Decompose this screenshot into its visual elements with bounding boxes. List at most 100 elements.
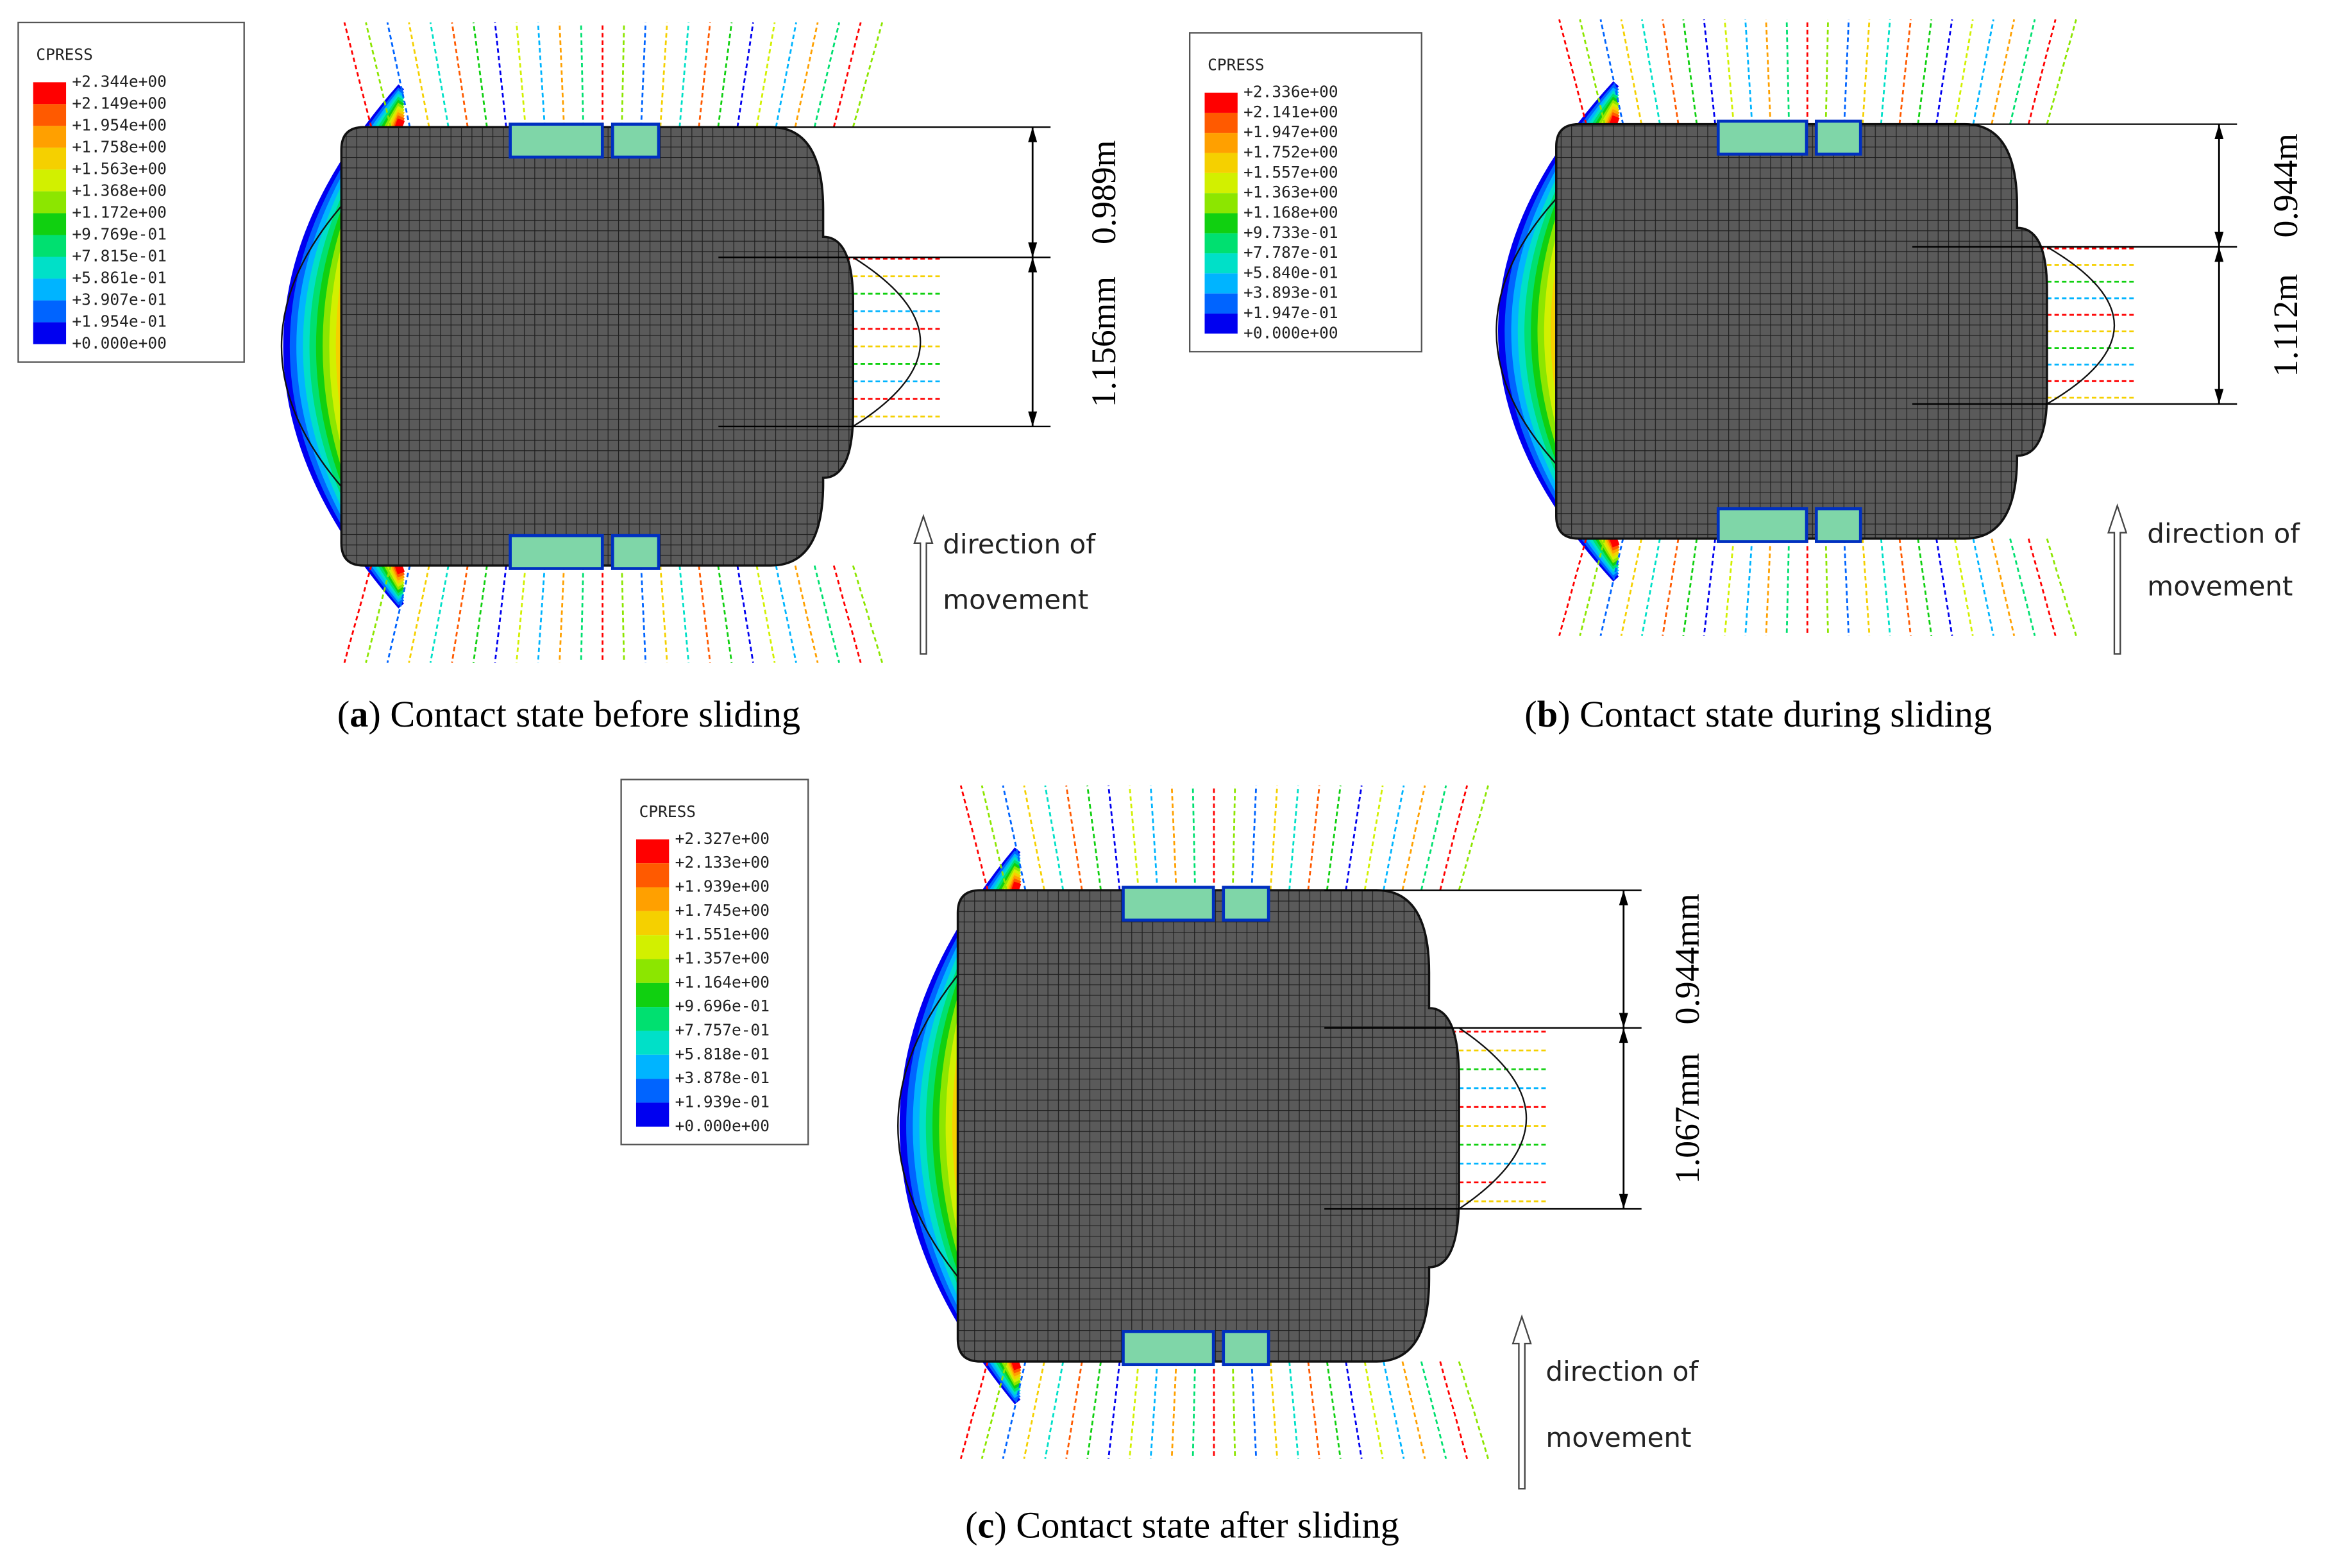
legend-swatch bbox=[636, 839, 670, 864]
pressure-vector bbox=[1307, 785, 1320, 891]
caption-text: ) Contact state after sliding bbox=[994, 1505, 1399, 1546]
pressure-vector bbox=[1108, 1361, 1121, 1459]
pressure-vector bbox=[1383, 785, 1405, 891]
pressure-vector bbox=[1044, 1361, 1065, 1459]
pressure-vector bbox=[1917, 538, 1933, 636]
pressure-vector bbox=[1108, 785, 1121, 891]
pressure-vector bbox=[852, 22, 884, 128]
pressure-vector bbox=[1326, 785, 1342, 891]
pressure-vector bbox=[365, 565, 392, 663]
pressure-vector bbox=[1953, 538, 1974, 636]
pressure-vector bbox=[794, 22, 819, 128]
outline bbox=[1495, 198, 1557, 465]
outline bbox=[852, 257, 922, 427]
direction-label: movement bbox=[1546, 1422, 1691, 1453]
caption-text: ) Contact state before sliding bbox=[368, 693, 800, 735]
pressure-vector bbox=[1917, 19, 1933, 124]
pressure-vector bbox=[1682, 19, 1698, 124]
legend-label: +1.752e+00 bbox=[1243, 143, 1338, 162]
pressure-vector bbox=[1401, 785, 1426, 891]
pressure-vector bbox=[494, 22, 507, 128]
legend-label: +3.893e-01 bbox=[1243, 283, 1338, 302]
pressure-vector bbox=[1880, 19, 1891, 124]
pressure-vector bbox=[1170, 1361, 1177, 1459]
pressure-vector bbox=[1288, 1361, 1299, 1459]
legend-swatch bbox=[1204, 253, 1238, 274]
legend-label: +1.954e-01 bbox=[72, 312, 166, 331]
pressure-vector bbox=[2046, 19, 2077, 125]
pressure-vector bbox=[698, 565, 711, 663]
legend-label: +1.557e+00 bbox=[1243, 163, 1338, 181]
pressure-vector bbox=[1420, 785, 1447, 891]
pressure-vector bbox=[959, 785, 989, 891]
legend-swatch bbox=[636, 863, 670, 888]
pressure-vector bbox=[1307, 1361, 1320, 1459]
pressure-vector bbox=[1620, 19, 1643, 124]
legend-swatch bbox=[1204, 213, 1238, 233]
legend-label: +1.947e-01 bbox=[1243, 303, 1338, 322]
legend-swatch bbox=[33, 235, 67, 257]
legend-label: +2.336e+00 bbox=[1243, 83, 1338, 101]
dimension-label: 0.989m bbox=[1084, 140, 1123, 244]
legend-label: +1.563e+00 bbox=[72, 159, 166, 178]
panel: CPRESS +2.327e+00 +2.133e+00 +1.939e+00 +1.7… bbox=[620, 779, 1706, 1546]
direction-label: direction of bbox=[943, 528, 1096, 560]
pressure-vector bbox=[343, 22, 373, 128]
pressure-vector bbox=[1862, 19, 1871, 124]
pressure-vector bbox=[1641, 538, 1661, 636]
pressure-vector bbox=[1558, 19, 1587, 124]
caption: (a) Contact state before sliding bbox=[337, 693, 800, 735]
pressure-vector bbox=[1065, 785, 1083, 891]
legend-swatch bbox=[33, 126, 67, 148]
pressure-vector bbox=[717, 565, 733, 663]
pressure-vector bbox=[659, 22, 668, 128]
pressure-vector bbox=[1326, 1361, 1342, 1459]
legend-label: +1.357e+00 bbox=[675, 948, 770, 967]
legend-label: +9.769e-01 bbox=[72, 224, 166, 243]
pressure-vector bbox=[1251, 1361, 1258, 1459]
direction-label: movement bbox=[2147, 570, 2293, 602]
pressure-vector bbox=[2046, 538, 2077, 636]
arrowhead bbox=[1028, 257, 1038, 273]
pressure-vector bbox=[2027, 538, 2057, 636]
legend-swatch bbox=[636, 1079, 670, 1103]
contact-body bbox=[956, 889, 1460, 1363]
pressure-vector bbox=[1269, 1361, 1279, 1459]
legend-swatch bbox=[1204, 233, 1238, 254]
pressure-vector bbox=[1401, 1361, 1426, 1460]
arrowhead bbox=[1619, 1013, 1628, 1028]
pressure-vector bbox=[1723, 19, 1735, 124]
pressure-vector bbox=[537, 565, 546, 663]
pressure-vector bbox=[1065, 1361, 1083, 1459]
dimension-label: 1.067mm bbox=[1668, 1053, 1706, 1184]
pressure-vector bbox=[1023, 1361, 1045, 1459]
pressure-vector bbox=[852, 565, 884, 663]
direction-label: direction of bbox=[1546, 1356, 1699, 1387]
pressure-vector bbox=[640, 22, 647, 128]
pressure-vector bbox=[1579, 19, 1606, 124]
pressure-vector bbox=[659, 565, 668, 663]
notch bbox=[611, 122, 661, 159]
pressure-vector bbox=[1170, 785, 1177, 891]
legend-swatch bbox=[1204, 133, 1238, 153]
pressure-vector bbox=[1086, 785, 1102, 891]
panel: CPRESS +2.344e+00 +2.149e+00 +1.954e+00 +1.7… bbox=[17, 21, 1123, 735]
pressure-vector bbox=[1002, 1361, 1027, 1460]
notch bbox=[1814, 507, 1862, 543]
pressure-vector bbox=[621, 22, 625, 128]
pressure-vector bbox=[1972, 538, 1994, 636]
caption-letter: b bbox=[1537, 693, 1558, 735]
legend-label: +1.947e+00 bbox=[1243, 122, 1338, 141]
legend-title: CPRESS bbox=[1208, 56, 1264, 74]
pressure-vector bbox=[1843, 19, 1850, 124]
legend-label: +0.000e+00 bbox=[72, 334, 166, 353]
direction-arrow bbox=[2107, 503, 2128, 655]
pressure-vector bbox=[1765, 538, 1772, 636]
caption-letter: a bbox=[350, 693, 368, 735]
pressure-vector bbox=[472, 565, 488, 663]
legend-swatch bbox=[33, 104, 67, 126]
contact-body bbox=[340, 126, 854, 567]
legend-swatch bbox=[1204, 173, 1238, 194]
pressure-vector bbox=[451, 565, 469, 663]
legend-label: +5.861e-01 bbox=[72, 269, 166, 287]
